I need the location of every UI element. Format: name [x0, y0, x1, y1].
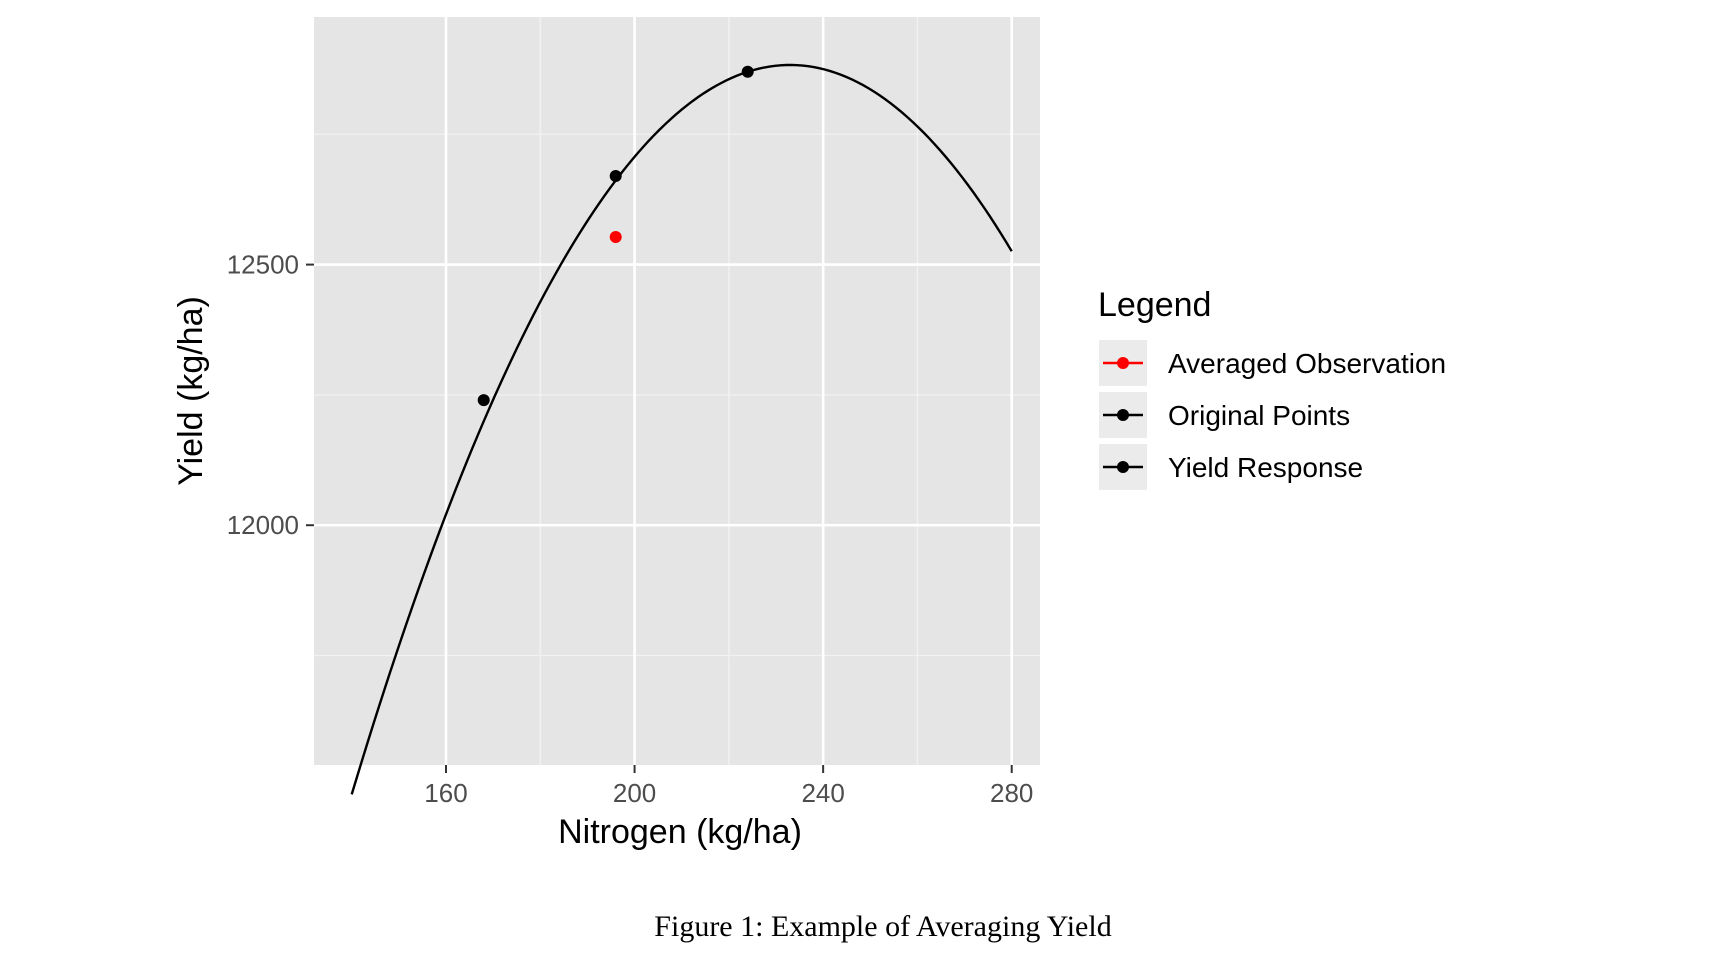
x-tick-label: 200: [613, 778, 656, 808]
legend-title: Legend: [1098, 286, 1211, 324]
original-points-point: [609, 169, 622, 182]
legend-label: Yield Response: [1168, 452, 1363, 483]
y-tick-label: 12000: [227, 510, 299, 540]
y-axis-title: Yield (kg/ha): [172, 296, 210, 486]
y-tick-label: 12500: [227, 250, 299, 280]
legend-entry: Averaged Observation: [1099, 340, 1446, 386]
legend-entry: Original Points: [1099, 392, 1350, 438]
legend-key-point: [1117, 461, 1129, 473]
x-tick-label: 280: [990, 778, 1033, 808]
series-layer: [350, 63, 1013, 795]
major-grid: [314, 17, 1040, 765]
x-tick-label: 240: [801, 778, 844, 808]
original-points-point: [741, 65, 754, 78]
legend-label: Original Points: [1168, 400, 1350, 431]
figure-caption: Figure 1: Example of Averaging Yield: [654, 910, 1111, 943]
averaged-observation-point: [609, 230, 622, 243]
x-axis-title: Nitrogen (kg/ha): [558, 813, 802, 851]
x-axis: 160 200 240 280: [424, 765, 1033, 808]
legend-key-point: [1117, 357, 1129, 369]
legend-label: Averaged Observation: [1168, 348, 1446, 379]
legend-entry: Yield Response: [1099, 444, 1363, 490]
yield-response-line: [350, 63, 1013, 795]
minor-grid: [314, 17, 1040, 765]
legend-key-point: [1117, 409, 1129, 421]
y-axis: 12000 12500: [227, 250, 314, 540]
legend: Legend Averaged Observation Original Poin…: [1098, 286, 1446, 490]
original-points-point: [477, 394, 490, 407]
x-tick-label: 160: [424, 778, 467, 808]
plot-panel: [314, 17, 1040, 765]
